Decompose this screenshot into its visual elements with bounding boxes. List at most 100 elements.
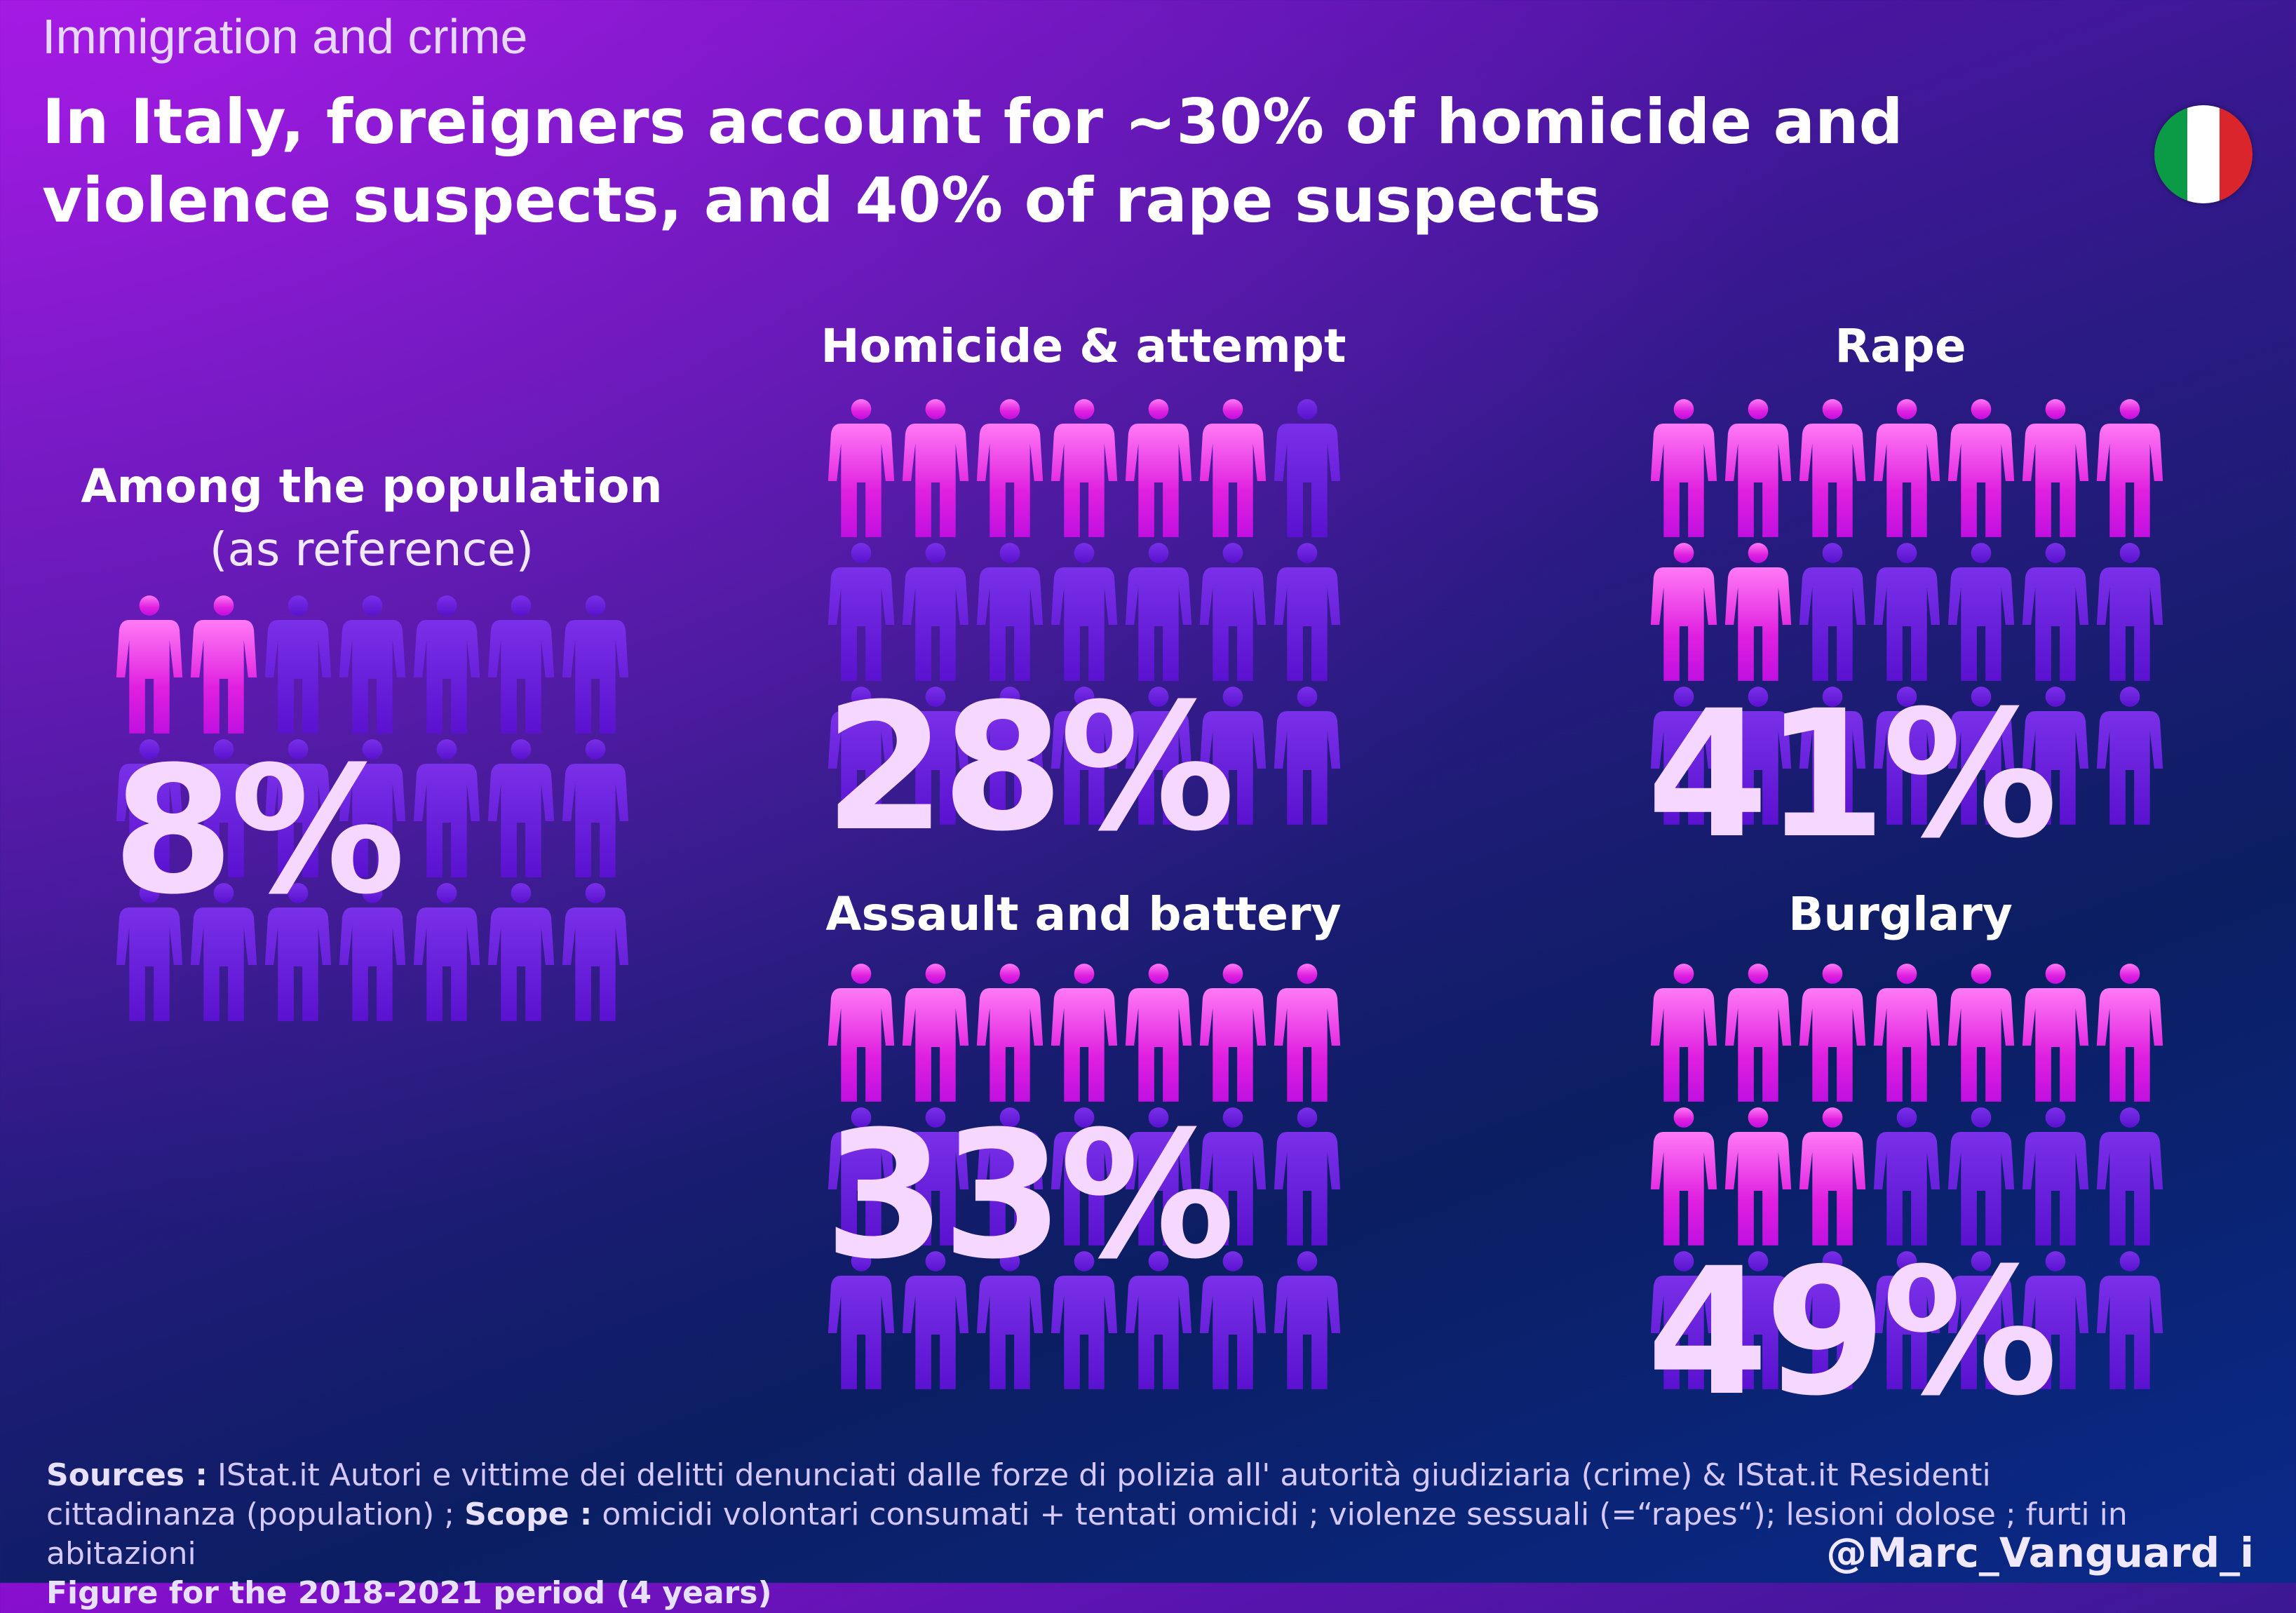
person-icon-foreign	[1125, 399, 1192, 537]
person-icon-italian	[116, 739, 183, 877]
person-icon-foreign	[1724, 964, 1792, 1102]
person-icon-italian	[976, 687, 1044, 825]
person-icon-foreign	[2096, 964, 2163, 1102]
person-icon-italian	[1873, 1251, 1940, 1389]
scope-text: omicidi volontari consumati + tentati om…	[46, 1497, 2128, 1572]
person-icon-foreign	[1650, 1107, 1717, 1246]
headline: In Italy, foreigners account for ~30% of…	[42, 86, 1903, 236]
person-icon-italian	[1799, 1251, 1866, 1389]
person-icon-italian	[1051, 687, 1118, 825]
population-title: Among the population	[81, 459, 663, 513]
person-icon-italian	[1274, 543, 1341, 681]
person-icon-italian	[1125, 1107, 1192, 1246]
person-icon-foreign	[1799, 399, 1866, 537]
person-icon-italian	[487, 883, 555, 1021]
person-icon-italian	[902, 1107, 969, 1246]
person-icon-foreign	[1051, 964, 1118, 1102]
person-icon-italian	[1947, 543, 2015, 681]
person-icon-italian	[976, 1251, 1044, 1389]
person-icon-foreign	[1724, 1107, 1792, 1246]
person-icon-foreign	[1199, 964, 1267, 1102]
person-icon-italian	[1650, 1251, 1717, 1389]
person-icon-foreign	[1724, 543, 1792, 681]
person-icon-foreign	[1125, 964, 1192, 1102]
burglary-percent-label: 49%	[1647, 1230, 2058, 1434]
person-icon-italian	[1051, 1107, 1118, 1246]
burglary-pictogram	[1647, 961, 2167, 1392]
person-icon-italian	[1873, 543, 1940, 681]
homicide-title: Homicide & attempt	[821, 319, 1346, 373]
person-icon-italian	[1873, 1107, 1940, 1246]
person-icon-italian	[1274, 399, 1341, 537]
person-icon-italian	[1724, 687, 1792, 825]
person-icon-foreign	[1650, 543, 1717, 681]
person-icon-italian	[413, 595, 480, 734]
rape-title: Rape	[1835, 319, 1966, 373]
person-icon-italian	[2022, 1251, 2089, 1389]
person-icon-italian	[828, 1251, 895, 1389]
scope-label: Scope :	[464, 1497, 593, 1532]
assault-percent-label: 33%	[824, 1093, 1235, 1297]
person-icon-italian	[1125, 1251, 1192, 1389]
person-icon-italian	[339, 595, 406, 734]
person-icon-italian	[828, 543, 895, 681]
person-icon-italian	[1199, 687, 1267, 825]
person-icon-italian	[264, 595, 332, 734]
assault-pictogram	[824, 961, 1344, 1392]
assault-title: Assault and battery	[825, 887, 1342, 941]
person-icon-foreign	[1873, 399, 1940, 537]
rape-pictogram	[1647, 396, 2167, 828]
person-icon-italian	[1051, 1251, 1118, 1389]
person-icon-foreign	[828, 399, 895, 537]
person-icon-italian	[1199, 1251, 1267, 1389]
person-icon-foreign	[976, 964, 1044, 1102]
population-pictogram	[112, 593, 633, 1024]
person-icon-italian	[339, 739, 406, 877]
person-icon-italian	[828, 1107, 895, 1246]
person-icon-foreign	[902, 964, 969, 1102]
person-icon-italian	[902, 687, 969, 825]
sources-label: Sources :	[46, 1457, 208, 1493]
period-note: Figure for the 2018-2021 period (4 years…	[46, 1575, 772, 1611]
person-icon-italian	[562, 739, 629, 877]
person-icon-italian	[487, 739, 555, 877]
person-icon-italian	[264, 883, 332, 1021]
person-icon-italian	[1947, 687, 2015, 825]
person-icon-italian	[1724, 1251, 1792, 1389]
sources-text: IStat.it Autori e vittime dei delitti de…	[46, 1457, 1991, 1532]
person-icon-italian	[1051, 543, 1118, 681]
person-icon-italian	[902, 543, 969, 681]
person-icon-foreign	[190, 595, 257, 734]
person-icon-italian	[1799, 543, 1866, 681]
author-handle: @Marc_Vanguard_i	[1826, 1529, 2254, 1577]
person-icon-italian	[2022, 543, 2089, 681]
person-icon-italian	[1274, 1251, 1341, 1389]
person-icon-foreign	[1873, 964, 1940, 1102]
person-icon-italian	[2096, 687, 2163, 825]
rape-percent-label: 41%	[1647, 673, 2058, 877]
population-subtitle: (as reference)	[209, 522, 534, 576]
person-icon-italian	[2022, 687, 2089, 825]
person-icon-italian	[190, 739, 257, 877]
person-icon-foreign	[1274, 964, 1341, 1102]
person-icon-foreign	[2022, 399, 2089, 537]
person-icon-foreign	[1724, 399, 1792, 537]
person-icon-foreign	[1799, 1107, 1866, 1246]
person-icon-foreign	[902, 399, 969, 537]
person-icon-italian	[339, 883, 406, 1021]
person-icon-italian	[562, 883, 629, 1021]
person-icon-italian	[2022, 1107, 2089, 1246]
person-icon-italian	[562, 595, 629, 734]
person-icon-foreign	[2096, 399, 2163, 537]
person-icon-italian	[1947, 1251, 2015, 1389]
person-icon-italian	[976, 543, 1044, 681]
population-percent-label: 8%	[112, 729, 405, 933]
person-icon-italian	[116, 883, 183, 1021]
person-icon-italian	[976, 1107, 1044, 1246]
person-icon-italian	[1199, 1107, 1267, 1246]
person-icon-foreign	[976, 399, 1044, 537]
person-icon-foreign	[1947, 964, 2015, 1102]
person-icon-italian	[1125, 687, 1192, 825]
person-icon-italian	[1125, 543, 1192, 681]
person-icon-italian	[828, 687, 895, 825]
